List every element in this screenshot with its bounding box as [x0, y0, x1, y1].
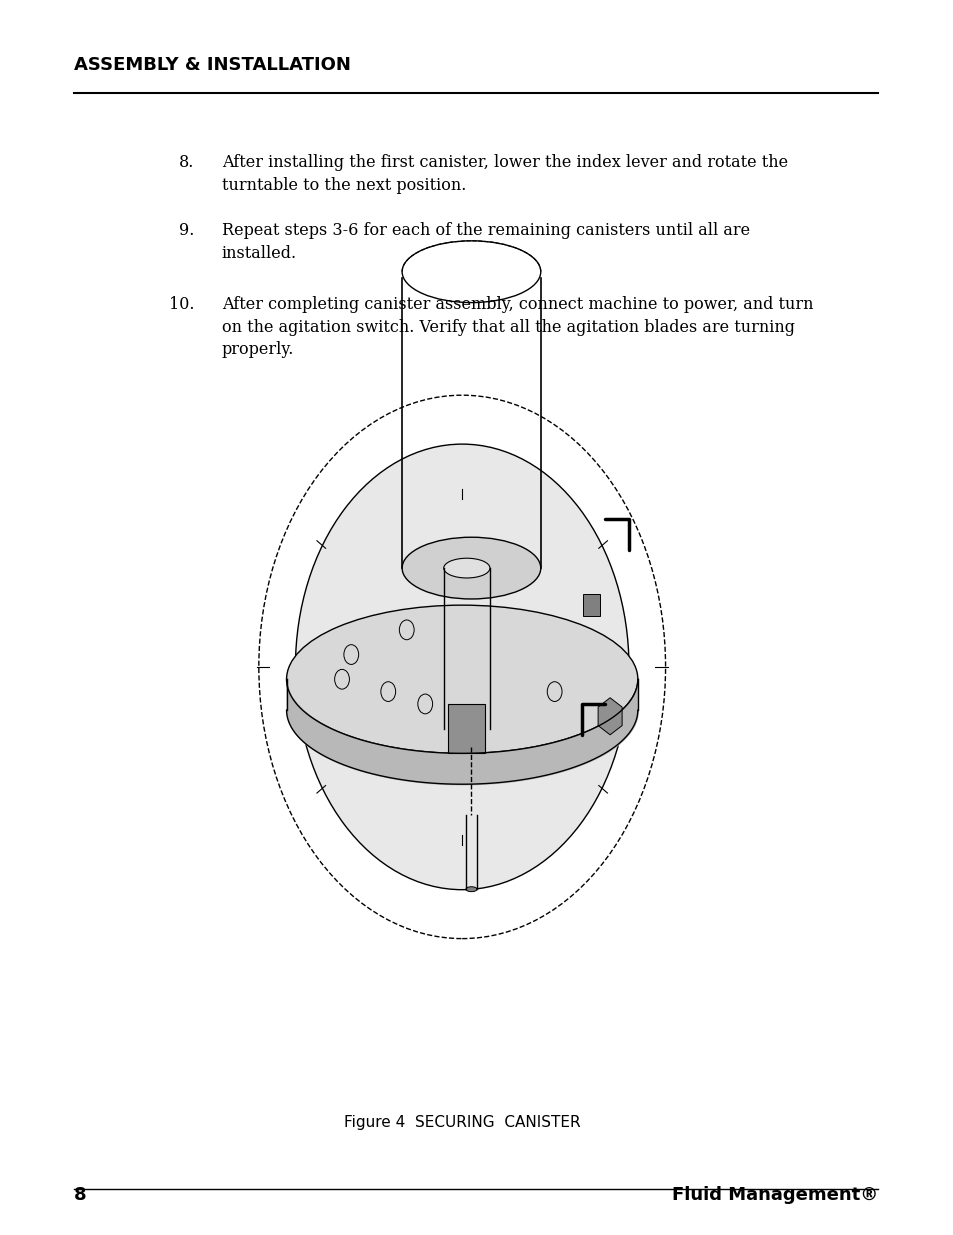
Text: turntable to the next position.: turntable to the next position. — [222, 177, 466, 194]
Text: Fluid Management®: Fluid Management® — [671, 1186, 878, 1204]
Text: 9.: 9. — [178, 222, 193, 240]
Text: on the agitation switch. Verify that all the agitation blades are turning: on the agitation switch. Verify that all… — [222, 319, 794, 336]
Text: After completing canister assembly, connect machine to power, and turn: After completing canister assembly, conn… — [222, 296, 813, 314]
Polygon shape — [598, 698, 621, 735]
Ellipse shape — [402, 537, 540, 599]
Text: Repeat steps 3-6 for each of the remaining canisters until all are: Repeat steps 3-6 for each of the remaini… — [222, 222, 749, 240]
Ellipse shape — [465, 887, 476, 892]
Polygon shape — [448, 704, 485, 753]
Text: installed.: installed. — [222, 245, 296, 262]
Circle shape — [295, 445, 628, 889]
Text: ASSEMBLY & INSTALLATION: ASSEMBLY & INSTALLATION — [74, 56, 351, 74]
Text: 10.: 10. — [169, 296, 193, 314]
Ellipse shape — [286, 605, 638, 753]
Ellipse shape — [443, 558, 490, 578]
Ellipse shape — [402, 241, 540, 303]
Text: properly.: properly. — [222, 341, 294, 358]
Bar — [582, 594, 599, 616]
Ellipse shape — [443, 719, 490, 739]
Text: 8: 8 — [74, 1186, 87, 1204]
Text: After installing the first canister, lower the index lever and rotate the: After installing the first canister, low… — [222, 154, 787, 172]
Text: 8.: 8. — [178, 154, 193, 172]
Text: Figure 4  SECURING  CANISTER: Figure 4 SECURING CANISTER — [343, 1115, 580, 1130]
